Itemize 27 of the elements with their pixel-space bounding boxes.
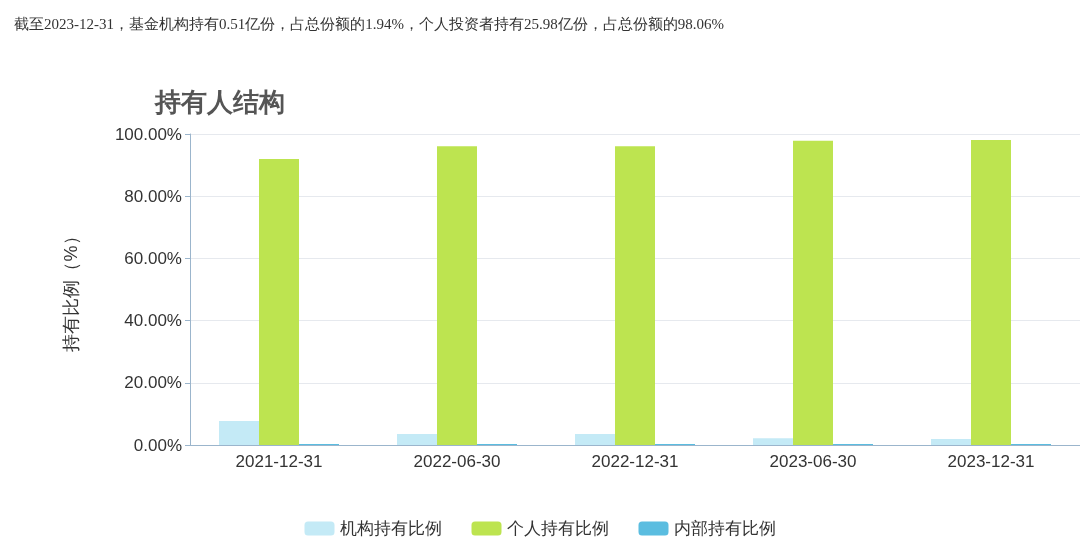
bar xyxy=(437,146,477,445)
y-tick-label: 100.00% xyxy=(114,124,182,144)
bar xyxy=(259,158,299,445)
x-tick-label: 2023-12-31 xyxy=(947,452,1035,471)
y-tick-label: 80.00% xyxy=(124,186,182,206)
y-tick-label: 20.00% xyxy=(124,373,182,393)
bar xyxy=(753,438,793,445)
y-tick-label: 60.00% xyxy=(124,248,182,268)
bar xyxy=(971,140,1011,445)
bar xyxy=(219,421,259,445)
x-tick-label: 2022-06-30 xyxy=(413,452,501,471)
y-tick-label: 40.00% xyxy=(124,311,182,331)
bar xyxy=(931,438,971,445)
bar xyxy=(575,434,615,445)
legend-label: 个人持有比例 xyxy=(506,519,609,538)
bar xyxy=(793,140,833,445)
x-tick-label: 2021-12-31 xyxy=(235,452,323,471)
bar xyxy=(615,146,655,445)
y-axis-title: 持有比例（%） xyxy=(61,227,81,352)
text: 截至2023-12-31，基金机构持有0.51亿份，占总份额的1.94%，个人投资者持有25.98亿份，占总份额的98.06% xyxy=(14,15,724,32)
y-tick-label: 0.00% xyxy=(133,435,182,455)
legend-label: 内部持有比例 xyxy=(673,519,776,538)
bar xyxy=(397,434,437,445)
legend-label: 机构持有比例 xyxy=(339,519,442,538)
x-tick-label: 2023-06-30 xyxy=(769,452,857,471)
x-tick-label: 2022-12-31 xyxy=(591,452,679,471)
chart-title: 持有人结构 xyxy=(154,87,285,117)
